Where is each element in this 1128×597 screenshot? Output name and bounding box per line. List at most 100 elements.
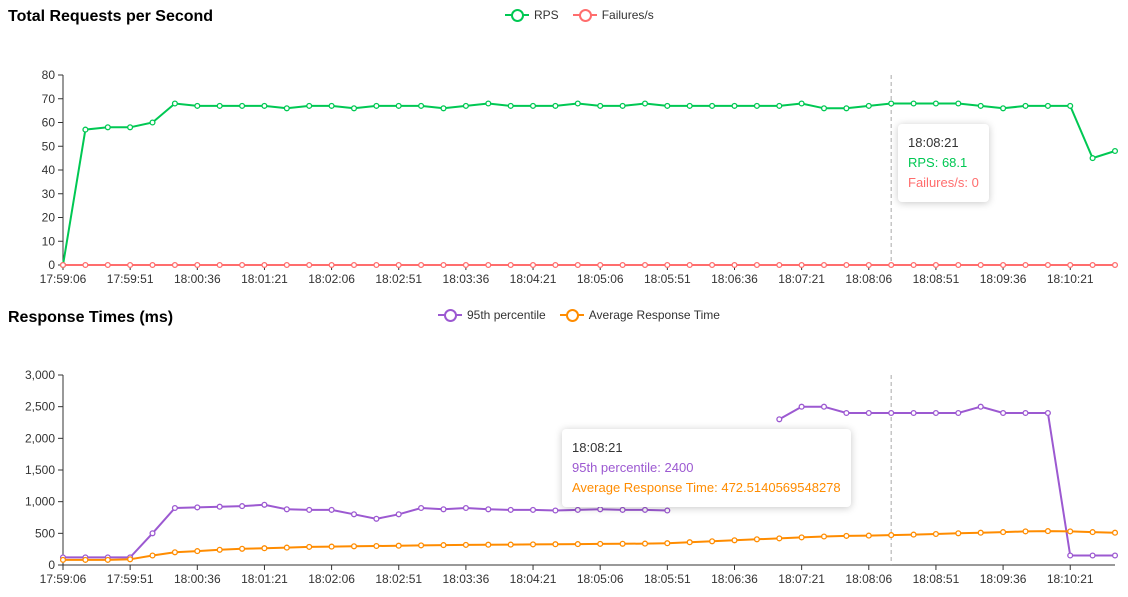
rps-x-tick-label: 18:02:51	[375, 272, 422, 286]
rps-y-tick-label: 80	[42, 68, 56, 82]
legend-rps-marker-icon	[505, 8, 529, 22]
rt-series-0-point	[888, 409, 895, 417]
rt-series-1-point	[283, 544, 290, 551]
rt-series-0-point	[641, 506, 649, 513]
rps-y-tick-label: 50	[42, 139, 56, 153]
rps-series-1-point	[888, 261, 895, 269]
rps-series-0-point	[1000, 105, 1007, 112]
rps-series-1-point	[753, 261, 760, 269]
rt-series-0-line	[63, 405, 1115, 559]
rt-series-1-point	[395, 542, 402, 549]
rt-series-1-point	[1111, 529, 1119, 536]
rps-series-0-point	[261, 102, 268, 109]
rps-series-1-point	[574, 261, 581, 269]
rt-series-0-point	[328, 506, 335, 513]
rt-series-1-point	[328, 543, 335, 550]
rt-series-1-point	[306, 543, 313, 550]
rt-series-1-point	[641, 540, 649, 547]
rt-series-0-point	[1089, 552, 1096, 559]
rps-series-0-point	[753, 102, 760, 109]
rps-series-1-point	[239, 261, 246, 269]
rps-series-1-point	[82, 261, 89, 269]
rps-series-0-point	[440, 105, 447, 112]
rt-x-tick-label: 18:02:06	[308, 572, 355, 586]
rt-series-1-point	[59, 556, 67, 563]
rps-tooltip-rps: RPS: 68.1	[908, 155, 968, 170]
rps-series-0-point	[1111, 147, 1119, 155]
rt-x-tick-label: 17:59:06	[40, 572, 87, 586]
rps-series-0-point	[574, 100, 581, 107]
rps-x-tick-label: 18:09:36	[980, 272, 1027, 286]
rt-series-0-point	[664, 507, 671, 514]
rt-series-1-point	[529, 541, 537, 548]
rps-series-1-point	[664, 261, 671, 269]
rps-series-1-point	[418, 261, 425, 269]
rps-series-0-point	[955, 100, 962, 107]
legend-item-rps[interactable]: RPS	[505, 8, 559, 22]
rps-series-0-point	[709, 102, 716, 109]
rt-series-0-point	[910, 409, 917, 417]
rps-chart-panel: Total Requests per Second RPS Failures/s…	[0, 0, 1128, 298]
rt-series-0-point	[373, 515, 380, 522]
rps-series-0-line	[62, 102, 1116, 266]
rt-series-0-point	[507, 506, 514, 513]
rps-series-1-point	[440, 261, 447, 269]
rt-series-1-point	[418, 542, 425, 549]
rt-series-1-line	[63, 530, 1116, 561]
rt-series-1-point	[104, 556, 111, 563]
rt-series-0-point	[619, 506, 626, 513]
rt-x-tick-label: 17:59:51	[107, 572, 154, 586]
rps-series-0-point	[865, 102, 872, 109]
response-times-chart-panel: Response Times (ms) 95th percentile Aver…	[0, 300, 1128, 597]
rt-series-0-point	[395, 511, 402, 518]
rt-tooltip-p95: 95th percentile: 2400	[572, 460, 694, 475]
rt-x-tick-label: 18:04:21	[510, 572, 557, 586]
rt-series-1-point	[664, 540, 671, 547]
rt-series-1-point	[932, 530, 939, 538]
rt-series-1-point	[1044, 528, 1051, 535]
rps-series-1-point	[798, 261, 805, 269]
rps-y-tick-label: 10	[42, 234, 56, 248]
rps-series-1-point	[709, 261, 716, 269]
rps-series-1-point	[686, 261, 693, 269]
response-times-plot-area[interactable]: 0 500 1,000 1,500 2,000 2,500 3,000 17:59:06 17:…	[0, 300, 1128, 597]
rps-series-1-point	[194, 261, 201, 269]
rps-series-1-point	[597, 261, 604, 269]
legend-avg-marker-icon	[559, 308, 584, 322]
rt-series-1-point	[910, 531, 917, 538]
legend-item-failures[interactable]: Failures/s	[572, 8, 654, 22]
rt-y-tick-label: 1,000	[25, 495, 55, 509]
rps-plot-area[interactable]: 0 10 20 30 40 50 60 70 80 17:59:06 17:59:51 18:00:3…	[0, 0, 1128, 298]
rps-series-1-point	[328, 261, 335, 269]
rt-series-1-point	[798, 534, 805, 541]
rps-x-tick-label: 17:59:51	[107, 272, 154, 286]
rps-x-tick-label: 18:08:51	[913, 272, 960, 286]
rt-x-tick-label: 18:09:36	[980, 572, 1027, 586]
rps-series-0-point	[350, 105, 358, 112]
rt-x-tick-label: 18:06:36	[711, 572, 758, 586]
rt-series-0-point	[932, 409, 939, 417]
rps-series-1-point	[932, 261, 939, 269]
rps-x-tick-label: 17:59:06	[40, 272, 87, 286]
rps-series-0-point	[171, 100, 178, 107]
rps-series-0-point	[239, 102, 246, 109]
rt-series-0-point	[283, 506, 290, 513]
rt-series-1-point	[753, 536, 760, 543]
legend-p95-label: 95th percentile	[467, 308, 546, 322]
rps-x-tick-label: 18:05:51	[644, 272, 691, 286]
rt-series-1-point	[1089, 529, 1096, 536]
legend-item-p95[interactable]: 95th percentile	[438, 308, 546, 322]
rt-series-0-point	[977, 403, 984, 410]
legend-item-avg[interactable]: Average Response Time	[559, 308, 720, 322]
legend-avg-label: Average Response Time	[588, 308, 720, 322]
rps-x-tick-label: 18:06:36	[711, 272, 758, 286]
response-times-tooltip: 18:08:21 95th percentile: 2400 Average R…	[562, 429, 851, 507]
rt-x-tick-label: 18:03:36	[443, 572, 490, 586]
rps-series-0-point	[328, 102, 335, 109]
rt-series-1-point	[619, 540, 626, 547]
rps-series-0-point	[306, 102, 313, 109]
rt-series-0-point	[216, 503, 223, 510]
rps-series-1-point	[507, 261, 514, 269]
rt-series-1-point	[373, 542, 380, 550]
rt-series-1-point	[955, 530, 962, 537]
